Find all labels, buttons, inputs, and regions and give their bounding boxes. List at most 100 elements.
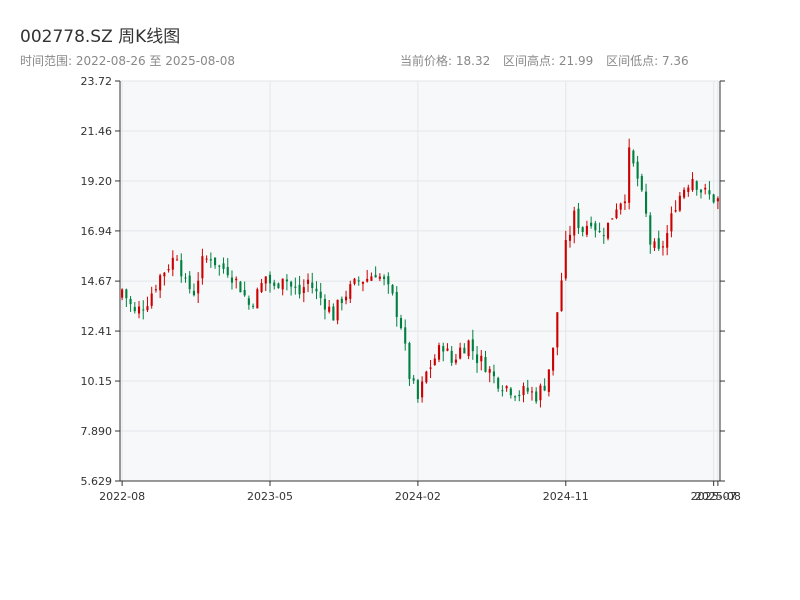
candle-body <box>133 306 136 312</box>
y-tick-label: 19.20 <box>81 175 113 188</box>
candles <box>121 138 719 408</box>
candle-body <box>615 209 618 218</box>
chart-title: 002778.SZ 周K线图 <box>20 27 181 47</box>
candle-body <box>332 306 335 321</box>
candle-body <box>463 347 466 354</box>
candle-body <box>585 225 588 235</box>
candle-body <box>530 391 534 393</box>
candle-body <box>146 306 149 311</box>
candle-body <box>492 371 495 377</box>
candle-body <box>252 305 255 307</box>
candle-body <box>315 288 318 292</box>
candle-body <box>306 279 310 284</box>
candle-body <box>281 278 284 290</box>
candle-body <box>708 190 711 195</box>
candle-body <box>121 289 124 298</box>
candle-body <box>399 318 403 329</box>
candle-body <box>226 267 229 276</box>
candle-body <box>167 269 170 271</box>
candle-body <box>678 195 681 211</box>
candle-body <box>666 233 669 248</box>
y-tick-label: 16.94 <box>81 225 113 238</box>
candle-body <box>235 278 238 281</box>
candle-body <box>260 282 263 292</box>
candle-body <box>632 150 635 164</box>
candle-body <box>704 187 707 190</box>
candle-body <box>670 213 673 232</box>
candle-body <box>319 291 322 299</box>
candle-body <box>188 275 191 290</box>
candle-body <box>256 289 259 309</box>
candle-body <box>437 345 441 360</box>
candle-body <box>247 298 250 305</box>
candle-body <box>421 381 424 398</box>
candle-body <box>446 348 449 351</box>
candle-body <box>509 388 512 396</box>
candle-body <box>454 359 457 363</box>
x-tick-label: 2025-08 <box>695 490 741 503</box>
candle-body <box>129 298 132 305</box>
candle-body <box>201 256 204 279</box>
date-range-label: 时间范围: 2022-08-26 至 2025-08-08 <box>20 54 235 68</box>
candle-body <box>475 354 479 363</box>
candle-body <box>480 355 483 362</box>
candle-body <box>192 290 195 296</box>
candle-body <box>577 208 580 229</box>
candle-body <box>687 187 690 192</box>
y-tick-label: 10.15 <box>81 375 113 388</box>
candle-body <box>552 347 555 371</box>
candle-body <box>277 283 280 289</box>
candle-body <box>602 235 605 237</box>
candle-body <box>205 258 208 260</box>
candle-body <box>366 278 369 282</box>
candle-body <box>522 386 525 395</box>
candle-body <box>661 246 665 248</box>
candle-body <box>598 230 601 232</box>
candle-body <box>594 223 597 231</box>
candle-body <box>649 215 652 245</box>
candle-body <box>180 260 183 277</box>
candle-body <box>349 284 352 299</box>
candle-body <box>573 210 576 236</box>
candle-body <box>543 385 546 391</box>
y-tick-label: 23.72 <box>81 75 113 88</box>
candle-body <box>285 279 288 282</box>
candle-body <box>357 280 360 282</box>
candle-body <box>239 281 242 293</box>
candle-body <box>374 274 377 278</box>
candle-body <box>209 259 212 261</box>
candle-body <box>699 189 703 193</box>
candle-body <box>273 282 276 286</box>
candle-body <box>222 263 225 269</box>
candle-body <box>298 284 301 295</box>
candle-body <box>619 203 622 210</box>
candle-body <box>606 222 610 239</box>
candle-body <box>125 289 128 299</box>
candle-body <box>412 378 415 381</box>
candle-body <box>505 386 508 389</box>
candle-body <box>137 306 141 314</box>
candle-body <box>581 227 584 232</box>
candle-body <box>514 396 517 398</box>
candle-body <box>628 147 631 203</box>
candle-body <box>395 291 398 318</box>
candle-body <box>290 281 293 287</box>
candle-body <box>450 350 453 363</box>
candle-body <box>175 259 179 261</box>
candle-body <box>387 276 390 285</box>
candle-body <box>218 265 221 267</box>
candle-body <box>383 276 386 280</box>
candle-body <box>429 367 432 369</box>
candle-body <box>653 241 656 248</box>
candle-body <box>404 327 407 344</box>
candle-body <box>268 274 272 284</box>
candle-body <box>416 380 419 399</box>
candle-body <box>712 194 715 203</box>
candle-body <box>391 284 394 294</box>
candle-body <box>691 178 694 191</box>
candle-body <box>142 309 145 311</box>
candle-body <box>340 298 343 304</box>
x-tick-label: 2024-11 <box>543 490 589 503</box>
x-tick-label: 2023-05 <box>247 490 293 503</box>
candle-body <box>535 391 538 402</box>
